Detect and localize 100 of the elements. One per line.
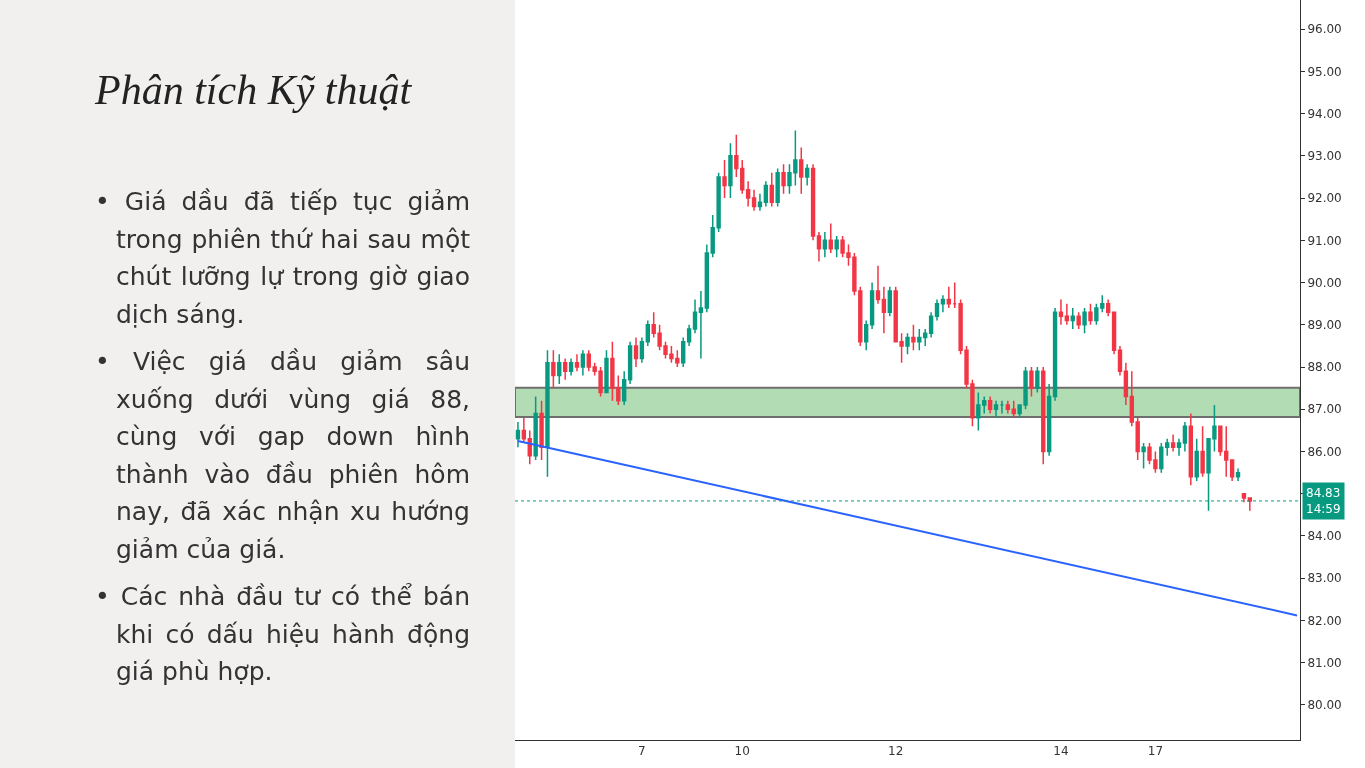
candlestick [1111, 311, 1117, 356]
candlestick [1058, 298, 1064, 326]
y-tick-label: 82.00 [1307, 613, 1342, 628]
candlestick [533, 395, 538, 461]
candlestick [751, 188, 757, 212]
candlestick [545, 349, 550, 478]
candlestick [1247, 497, 1253, 512]
candlestick [1182, 421, 1188, 453]
candlestick [822, 231, 828, 258]
candlestick [568, 357, 574, 377]
y-tick-label: 93.00 [1307, 149, 1342, 164]
candlestick [875, 264, 881, 305]
y-tick-label: 87.00 [1307, 402, 1342, 417]
candlestick [1235, 467, 1241, 482]
candlestick [1200, 425, 1205, 478]
candlestick [1046, 383, 1052, 457]
candlestick [810, 163, 816, 242]
candlestick [946, 286, 952, 309]
y-tick-label: 90.00 [1307, 275, 1342, 290]
candlestick [1052, 307, 1058, 402]
y-tick-label: 91.00 [1307, 233, 1342, 248]
candlestick [928, 311, 934, 339]
candlestick [604, 349, 609, 394]
candlestick [539, 400, 544, 461]
candlestick [775, 167, 780, 208]
x-tick-label: 10 [734, 744, 750, 759]
candlestick [763, 180, 769, 208]
candlestick [1105, 298, 1111, 318]
candlestick [639, 336, 645, 364]
candlestick [999, 400, 1005, 415]
candlestick [1064, 302, 1070, 326]
candlestick [527, 429, 532, 465]
candlestick [934, 298, 940, 322]
y-tick-label: 81.00 [1307, 655, 1342, 670]
candlestick [551, 349, 556, 389]
candlestick [686, 324, 692, 347]
candlestick [940, 294, 946, 313]
candlestick [521, 416, 527, 444]
candlestick [911, 324, 916, 351]
y-tick-label: 88.00 [1307, 360, 1342, 375]
candlestick [987, 395, 993, 415]
candlestick [622, 370, 627, 406]
candlestick [816, 231, 822, 263]
candlestick [692, 298, 698, 334]
candlestick [645, 319, 650, 347]
y-tick-label: 95.00 [1307, 64, 1342, 79]
candlestick [1176, 438, 1182, 457]
x-tick-label: 14 [1053, 744, 1069, 759]
x-tick-label: 7 [638, 744, 646, 759]
candlestick [562, 357, 568, 381]
candlestick [1005, 400, 1011, 415]
annotation: 14:59 [1306, 501, 1341, 516]
candlestick [1141, 442, 1146, 470]
ref-line-label: 84.83 [1306, 486, 1341, 500]
candlestick [681, 336, 686, 368]
y-tick-label: 86.00 [1307, 444, 1342, 459]
candlestick [557, 353, 562, 385]
candlestick [881, 286, 887, 334]
y-tick-label: 94.00 [1307, 106, 1342, 121]
candlestick [515, 421, 521, 449]
candlestick [799, 146, 804, 195]
candlestick [828, 222, 833, 254]
candlestick [1241, 493, 1247, 503]
candlestick [745, 180, 751, 208]
candlestick [1082, 307, 1087, 334]
candlestick [1170, 433, 1176, 453]
candlestick [834, 235, 839, 258]
candlestick [580, 349, 586, 377]
candlestick [1159, 442, 1164, 474]
candlestick [1070, 307, 1075, 330]
candlestick [728, 142, 733, 199]
candlestick [1011, 400, 1016, 419]
candlestick [1029, 366, 1034, 398]
candlestick [1035, 366, 1040, 394]
candlestick [1076, 311, 1081, 330]
candlestick [952, 281, 957, 309]
y-tick-label: 83.00 [1307, 571, 1342, 586]
candlestick [905, 332, 910, 356]
text: • Các nhà đầu tư có thể bán khi có dấu hiệu hành động giá phù hợp. [95, 581, 470, 688]
x-tick-label: 12 [888, 744, 904, 759]
candlestick [757, 193, 763, 212]
candlestick [1165, 438, 1170, 457]
candlestick [1229, 459, 1235, 482]
candlestick [633, 336, 639, 368]
candlestick [863, 319, 869, 351]
candlestick [1188, 412, 1193, 487]
text: Phân tích Kỹ thuật [95, 66, 412, 114]
x-tick-label: 17 [1147, 744, 1164, 759]
candlestick [1041, 366, 1046, 465]
candlestick [574, 353, 580, 373]
candlestick [1088, 302, 1093, 326]
y-tick-label: 80.00 [1307, 698, 1342, 713]
text: • Giá dầu đã tiếp tục giảm trong phiên thứ hai sau một chút lưỡng lự trong giờ giao dịch sáng. [95, 186, 470, 331]
candlestick [722, 159, 727, 199]
candlestick [1194, 438, 1199, 482]
candlestick [704, 243, 710, 313]
candlestick [804, 163, 810, 187]
candlestick [887, 286, 892, 318]
candlestick [627, 340, 633, 385]
candlestick [769, 172, 774, 208]
